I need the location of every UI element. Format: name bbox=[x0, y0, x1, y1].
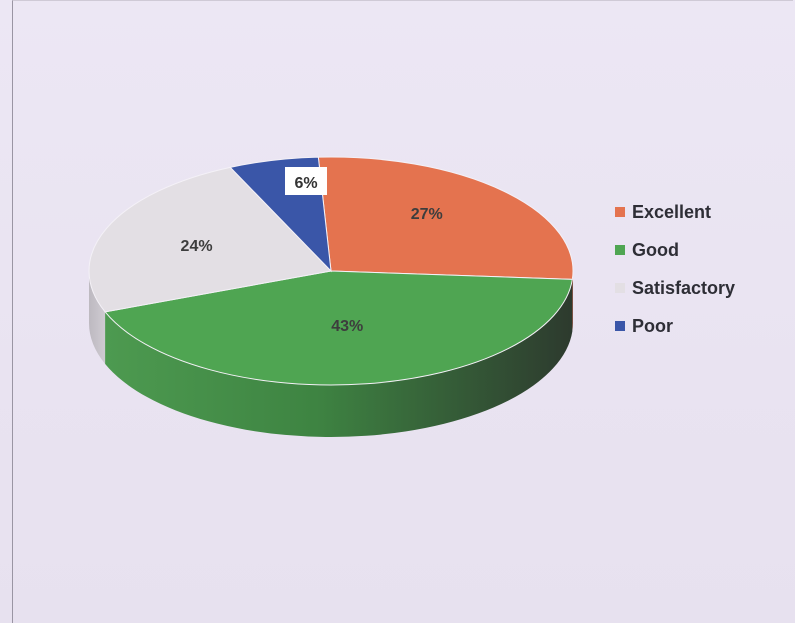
legend-swatch-excellent bbox=[615, 207, 625, 217]
legend-label-good: Good bbox=[632, 239, 679, 260]
pie-slices bbox=[88, 156, 574, 386]
pie-side-satisfactory bbox=[89, 271, 106, 364]
pie-side-excellent bbox=[572, 271, 573, 332]
legend-label-poor: Poor bbox=[632, 315, 674, 336]
legend-swatch-good bbox=[615, 245, 625, 255]
data-label-good: 43% bbox=[331, 318, 363, 335]
pie-depth bbox=[89, 271, 573, 437]
pie-slice-satisfactory bbox=[88, 166, 333, 313]
pie-side-good bbox=[105, 279, 573, 437]
pie-data-labels: 27% 43% 24% 6% bbox=[181, 167, 443, 335]
data-label-satisfactory: 24% bbox=[181, 238, 213, 255]
legend: Excellent Good Satisfactory Poor bbox=[615, 193, 735, 345]
legend-item-good: Good bbox=[615, 231, 735, 269]
legend-swatch-satisfactory bbox=[615, 283, 625, 293]
data-label-box-poor bbox=[285, 167, 327, 195]
pie-slice-excellent bbox=[317, 156, 574, 280]
legend-label-excellent: Excellent bbox=[632, 201, 712, 222]
legend-swatch-poor bbox=[615, 321, 625, 331]
data-label-poor: 6% bbox=[294, 175, 317, 192]
page-border bbox=[12, 0, 793, 623]
legend-item-poor: Poor bbox=[615, 307, 735, 345]
pie-slice-good bbox=[104, 270, 573, 386]
legend-label-satisfactory: Satisfactory bbox=[632, 277, 736, 298]
legend-item-excellent: Excellent bbox=[615, 193, 735, 231]
data-label-excellent: 27% bbox=[411, 206, 443, 223]
legend-item-satisfactory: Satisfactory bbox=[615, 269, 735, 307]
